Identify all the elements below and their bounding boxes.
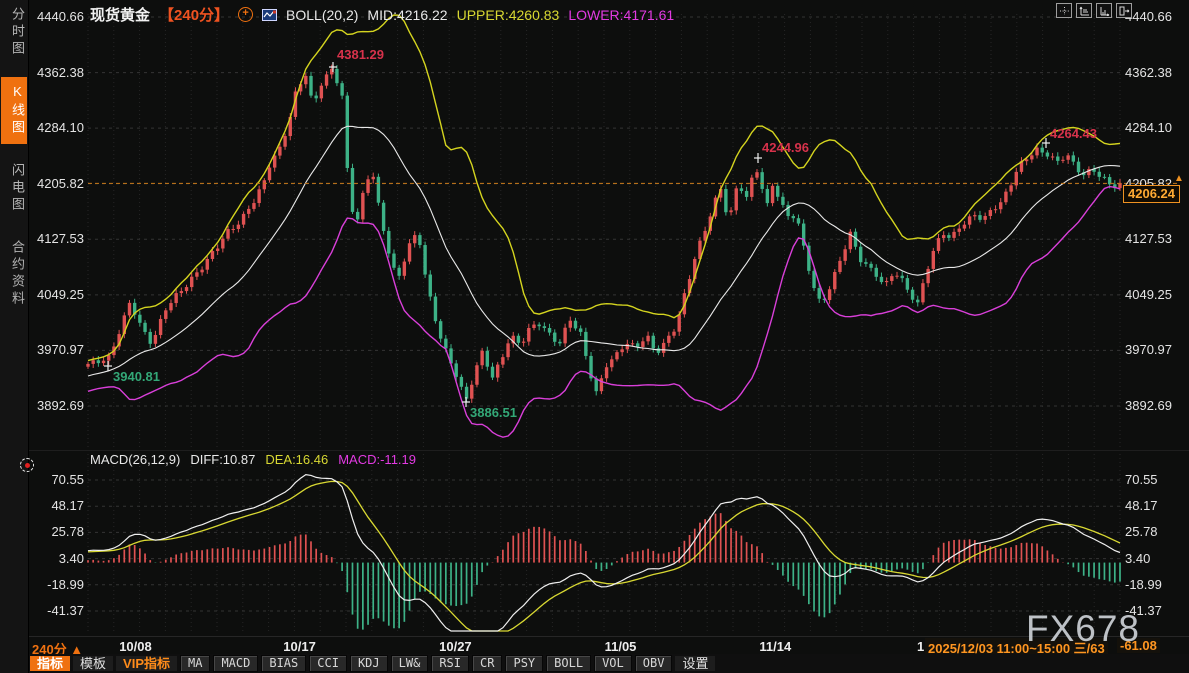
chart-header: 现货黄金 【240分】 + BOLL(20,2) MID:4216.22 UPP… [90, 4, 674, 25]
price-annotation: 4381.29 [337, 47, 384, 62]
sidebar-tab-2[interactable]: K线图 [1, 77, 27, 144]
toolbar-button-指标[interactable]: 指标 [30, 656, 71, 671]
sidebar-tab-4[interactable]: 合约资料 [10, 240, 25, 308]
date-tick-label: 11/14 [759, 639, 792, 654]
date-tick-label: 10/27 [439, 639, 472, 654]
time-axis: 240分 ▲ 10/08 10/17 10/27 11/05 11/14 1 2025/… [28, 637, 1189, 657]
toolbar-button-设置[interactable]: 设置 [675, 656, 716, 671]
price-tick-label: 3970.97 [1125, 342, 1172, 358]
cursor-value-readout: -61.08 [1117, 638, 1160, 653]
boll-mid-value: MID:4216.22 [367, 6, 448, 23]
price-tick-label: 4440.66 [37, 9, 84, 24]
indicator-toolbar: 指标 模板 VIP指标 MA MACD BIAS CCI KDJ LW& RSI CR PSY BOLL… [28, 654, 1189, 673]
price-tick-label: 4127.53 [37, 231, 84, 247]
toolbar-button-macd[interactable]: MACD [213, 655, 259, 672]
chart-type-sidebar: 分时图 K线图闪电图合约资料 [0, 0, 29, 673]
chart-toolbar-icons [1056, 3, 1132, 18]
exit-chart-icon[interactable] [1116, 3, 1132, 18]
toolbar-button-cci[interactable]: CCI [309, 655, 347, 672]
macd-name: MACD(26,12,9) [90, 452, 181, 467]
macd-tick-label: 70.55 [1125, 472, 1158, 487]
price-tick-label: 4284.10 [37, 120, 84, 136]
price-annotation: 4244.96 [762, 140, 809, 155]
price-tick-label: 4049.25 [37, 286, 84, 302]
price-annotation: 3886.51 [470, 405, 517, 420]
toolbar-button-psy[interactable]: PSY [505, 655, 544, 672]
period-label: 【240分】 [159, 7, 230, 24]
add-indicator-icon[interactable]: + [238, 7, 254, 22]
watermark: FX678 [1026, 608, 1141, 649]
macd-tick-label: -18.99 [1125, 576, 1162, 592]
macd-tick-label: 70.55 [51, 472, 84, 487]
price-tick-label: 4362.38 [37, 64, 84, 80]
macd-value: MACD:-11.19 [338, 452, 417, 467]
price-tick-label: 3892.69 [1125, 398, 1172, 413]
price-up-arrow-icon: ▲ [1174, 173, 1184, 185]
sidebar-tab-3[interactable]: 闪电图 [10, 163, 25, 214]
period-badge[interactable]: 240分 ▲ [32, 642, 84, 657]
date-tick-label: 11/05 [604, 639, 637, 654]
macd-tick-label: 3.40 [1125, 550, 1151, 566]
current-price-tag: 4206.24 [1123, 185, 1180, 204]
zoom-vertical-icon[interactable] [1076, 3, 1092, 18]
date-tick-label: 10/08 [119, 639, 152, 654]
macd-tick-label: 3.40 [58, 550, 84, 566]
macd-tick-label: -41.37 [1125, 603, 1162, 618]
price-tick-label: 4440.66 [1125, 9, 1172, 24]
toolbar-button-cr[interactable]: CR [472, 655, 503, 672]
macd-tick-label: 48.17 [1125, 498, 1158, 514]
macd-tick-label: 25.78 [51, 524, 84, 540]
price-tick-label: 4362.38 [1125, 64, 1172, 80]
price-tick-label: 3970.97 [37, 342, 84, 358]
sidebar-tab-1[interactable]: 分时图 [10, 7, 25, 58]
macd-tick-label: -18.99 [47, 576, 84, 592]
price-annotation: 4264.43 [1050, 126, 1097, 141]
toolbar-button-lw&[interactable]: LW& [390, 655, 429, 672]
macd-tick-label: 25.78 [1125, 524, 1158, 540]
macd-dea: DEA:16.46 [265, 452, 329, 467]
toolbar-button-rsi[interactable]: RSI [431, 655, 470, 672]
price-tick-label: 4049.25 [1125, 286, 1172, 302]
macd-header: MACD(26,12,9) DIFF:10.87 DEA:16.46 MACD:… [90, 452, 416, 467]
macd-tick-label: -41.37 [47, 603, 84, 618]
toolbar-button-boll[interactable]: BOLL [546, 655, 592, 672]
date-tick-label: 10/17 [283, 639, 316, 654]
toolbar-button-vol[interactable]: VOL [594, 655, 632, 672]
toolbar-button-模板[interactable]: 模板 [73, 656, 114, 671]
macd-diff: DIFF:10.87 [190, 452, 256, 467]
chart-thumbnail-icon[interactable] [262, 8, 278, 21]
symbol-name: 现货黄金 [90, 7, 151, 24]
toolbar-button-ma[interactable]: MA [180, 655, 211, 672]
cursor-time-readout: 2025/12/03 11:00~15:00 三/63 [925, 638, 1108, 657]
price-annotation: 3940.81 [113, 369, 160, 384]
zoom-horizontal-icon[interactable] [1096, 3, 1112, 18]
pan-icon[interactable] [1056, 3, 1072, 18]
toolbar-button-vip指标[interactable]: VIP指标 [116, 656, 177, 671]
price-tick-label: 4284.10 [1125, 120, 1172, 136]
live-indicator-icon[interactable] [20, 458, 34, 472]
boll-upper-value: UPPER:4260.83 [456, 6, 560, 23]
boll-lower-value: LOWER:4171.61 [568, 6, 675, 23]
macd-tick-label: 48.17 [51, 498, 84, 514]
toolbar-button-kdj[interactable]: KDJ [349, 655, 388, 672]
toolbar-button-bias[interactable]: BIAS [261, 655, 307, 672]
price-tick-label: 4205.82 [37, 175, 84, 191]
price-tick-label: 3892.69 [37, 398, 84, 413]
boll-label: BOLL(20,2) [286, 6, 359, 23]
price-tick-label: 4127.53 [1125, 231, 1172, 247]
partial-date-label: 1 [917, 639, 925, 654]
toolbar-button-obv[interactable]: OBV [634, 655, 673, 672]
